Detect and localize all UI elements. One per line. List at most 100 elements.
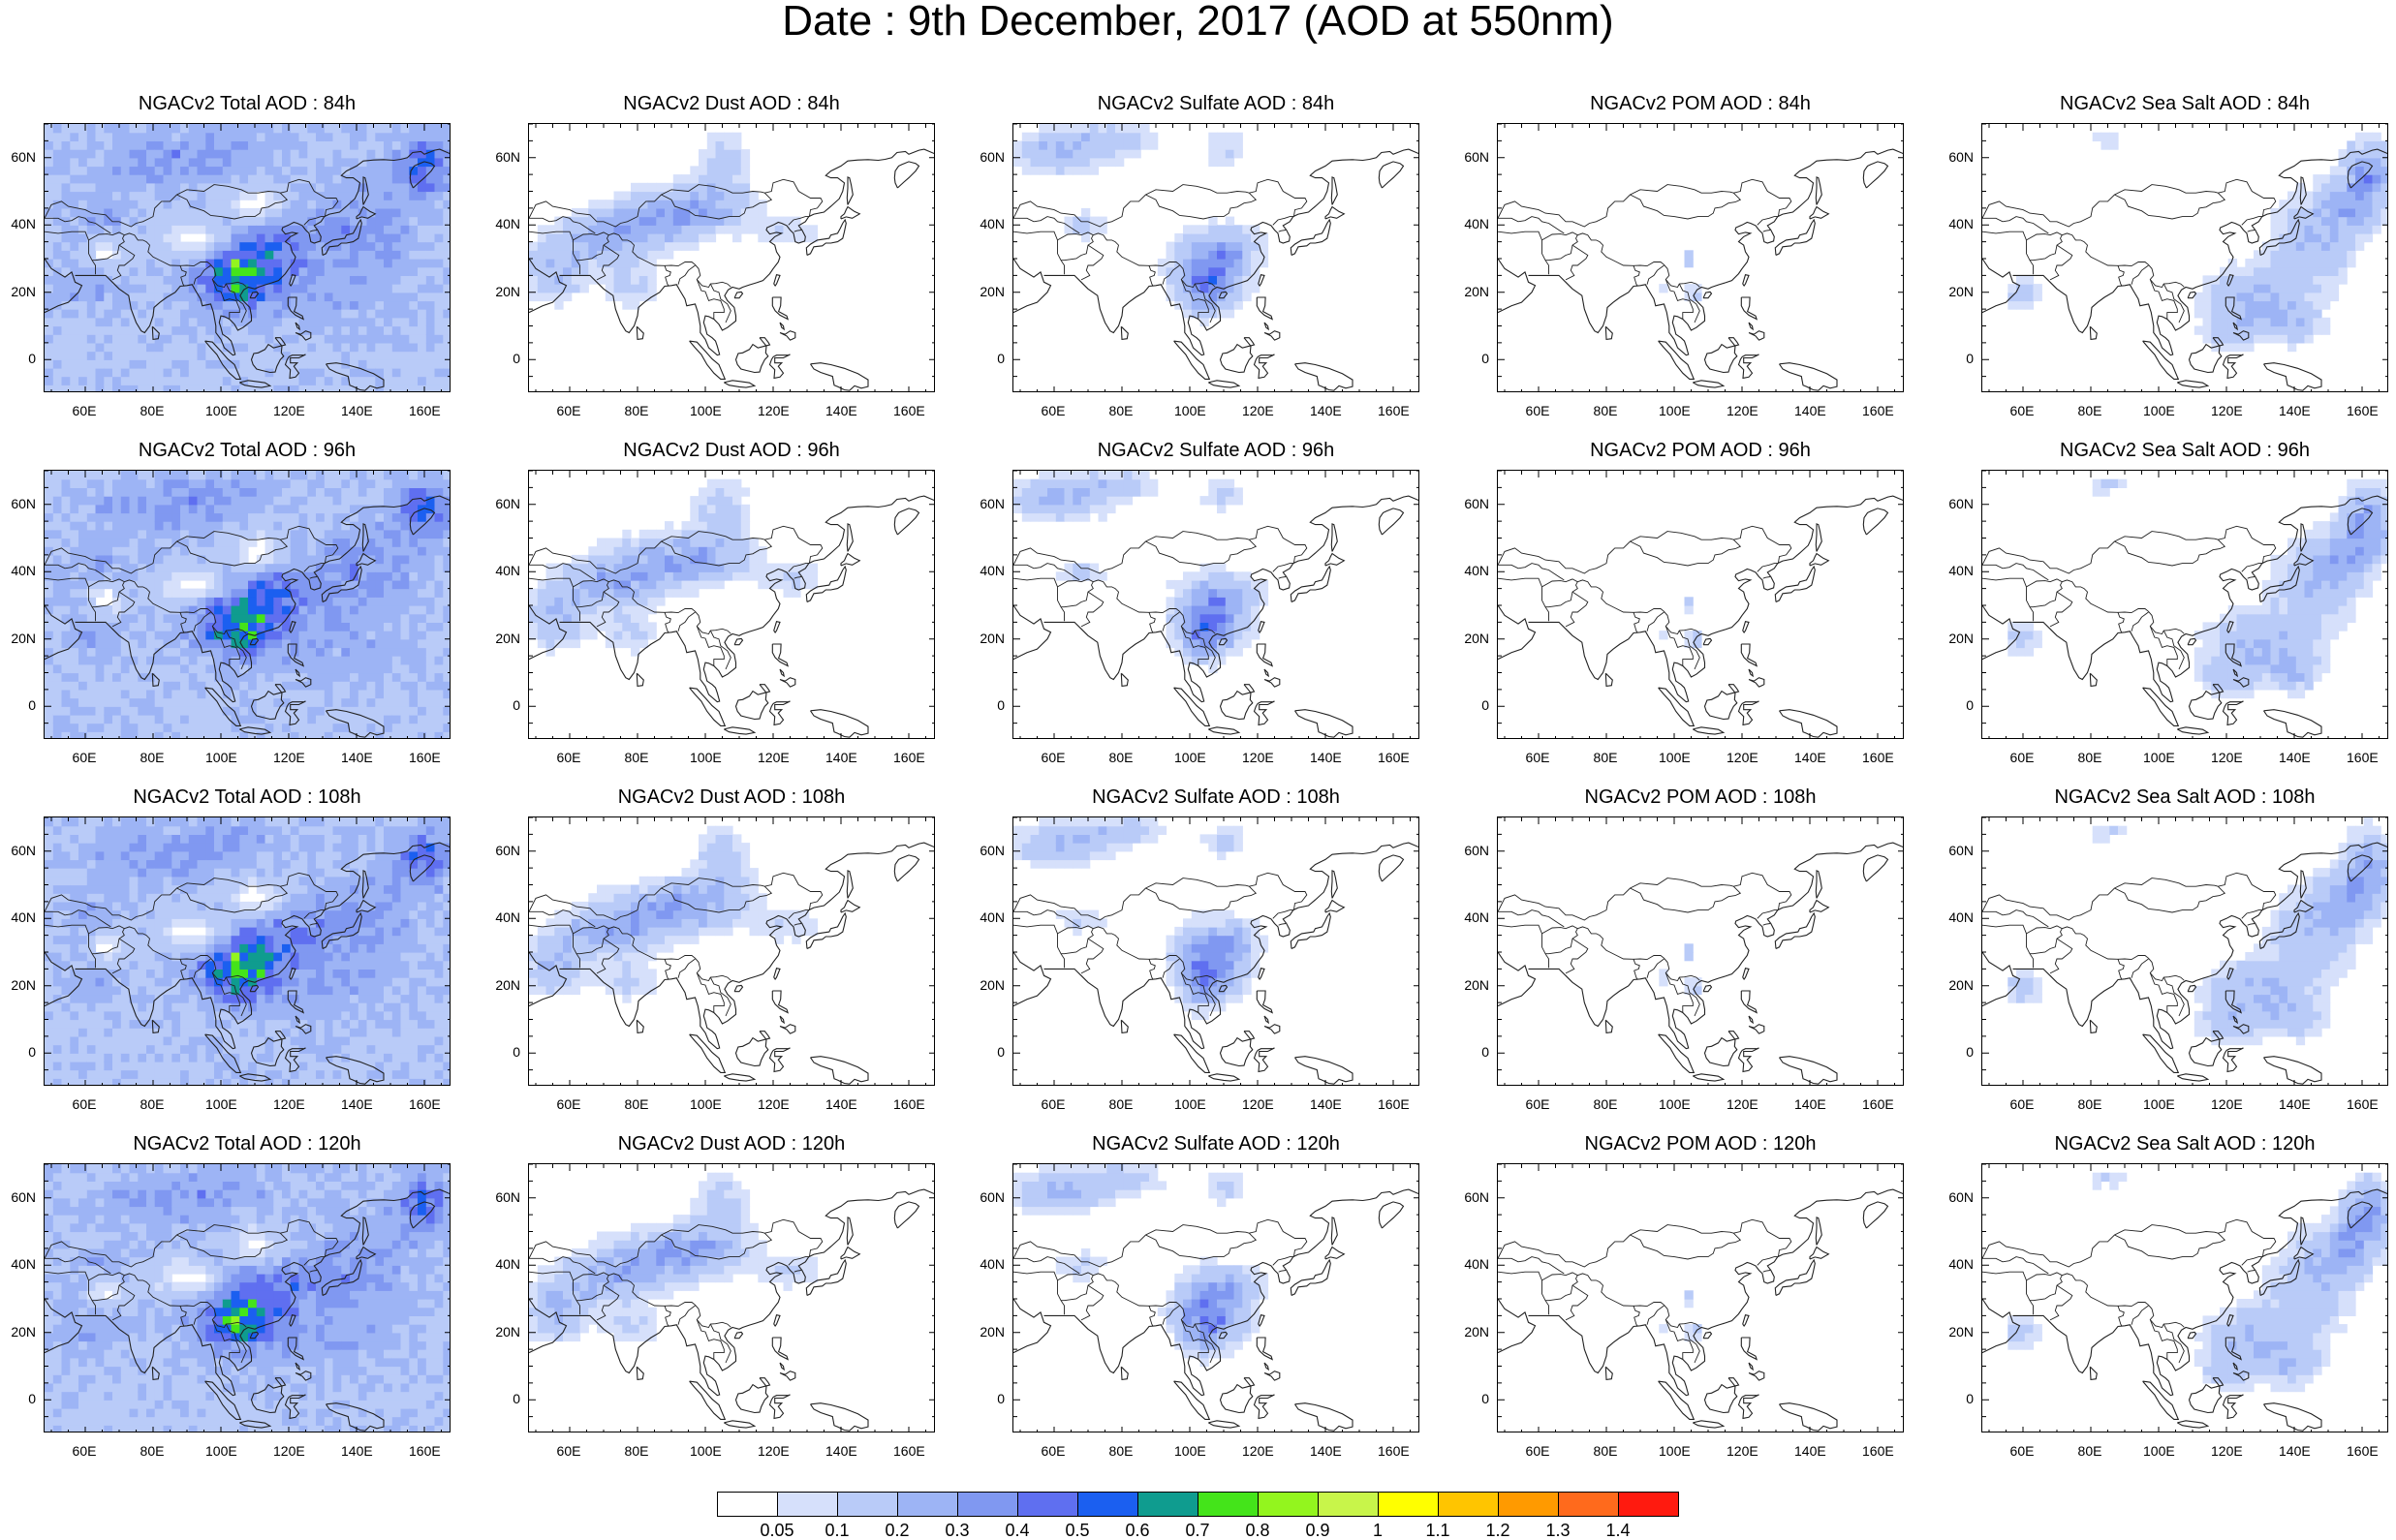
coastline [1863, 162, 1887, 188]
aod-cell [180, 300, 189, 309]
aod-cell [316, 521, 325, 530]
aod-cell [409, 192, 418, 200]
aod-cell [1022, 133, 1031, 141]
aod-cell [325, 275, 333, 284]
aod-cell [350, 200, 358, 208]
aod-cell [375, 200, 384, 208]
aod-cell [741, 225, 750, 233]
aod-cell [2093, 133, 2101, 141]
aod-cell [198, 225, 206, 233]
border-line [2118, 265, 2124, 286]
aod-cell [350, 571, 358, 580]
aod-cell [130, 496, 139, 505]
border-line [1498, 217, 1564, 233]
aod-cell [792, 233, 800, 242]
aod-cell [392, 656, 401, 664]
aod-cell [96, 133, 105, 141]
aod-cell [257, 597, 265, 605]
aod-cell [62, 715, 71, 724]
aod-cell [138, 192, 146, 200]
aod-cell [333, 385, 342, 392]
aod-cell [690, 589, 699, 598]
aod-cell [146, 487, 155, 496]
map-frame [1981, 123, 2388, 392]
aod-cell [112, 605, 121, 614]
aod-cell [724, 140, 732, 149]
aod-cell [146, 580, 155, 589]
aod-cell [112, 512, 121, 521]
aod-cell [333, 505, 342, 513]
aod-cell [171, 605, 180, 614]
aod-cell [78, 664, 87, 673]
aod-cell [70, 208, 78, 217]
aod-cell [198, 564, 206, 572]
aod-cell [1090, 124, 1099, 133]
aod-cell [435, 571, 444, 580]
aod-cell [741, 174, 750, 183]
aod-cell [333, 698, 342, 707]
aod-cell [656, 242, 665, 251]
aod-cell [572, 631, 580, 639]
aod-cell [62, 326, 71, 335]
aod-cell [392, 133, 401, 141]
aod-cell [2220, 343, 2228, 352]
coastline [2143, 341, 2179, 379]
aod-cell [273, 647, 282, 656]
aod-cell [384, 715, 392, 724]
aod-cell [78, 133, 87, 141]
aod-cell [223, 724, 232, 732]
aod-cell [155, 140, 164, 149]
aod-cell [606, 208, 614, 217]
aod-cell [1115, 158, 1124, 167]
aod-cell [2271, 275, 2280, 284]
aod-cell [265, 471, 274, 479]
aod-cell [384, 267, 392, 276]
aod-cell [1031, 166, 1040, 174]
aod-cell [96, 326, 105, 335]
aod-cell [426, 318, 435, 326]
aod-cell [1090, 158, 1099, 167]
aod-cell [538, 259, 546, 267]
aod-cell [164, 192, 172, 200]
aod-cell [2313, 326, 2321, 335]
aod-cell [257, 647, 265, 656]
aod-cell [164, 377, 172, 385]
aod-cell [232, 521, 240, 530]
aod-cell [257, 731, 265, 739]
aod-cell [333, 293, 342, 301]
aod-cell [307, 133, 316, 141]
aod-cell [214, 471, 223, 479]
aod-cell [325, 521, 333, 530]
aod-cell [673, 580, 682, 589]
aod-cell [146, 183, 155, 192]
aod-cell [716, 200, 725, 208]
aod-cell [189, 300, 198, 309]
aod-cell [214, 589, 223, 598]
aod-cell [716, 158, 725, 167]
aod-cell [614, 267, 623, 276]
aod-cell [656, 589, 665, 598]
aod-cell [384, 359, 392, 368]
aod-cell [350, 496, 358, 505]
aod-cell [1106, 149, 1115, 158]
aod-cell [232, 352, 240, 360]
aod-cell [426, 539, 435, 547]
aod-cell [248, 622, 257, 631]
aod-cell [443, 639, 451, 648]
aod-cell [426, 571, 435, 580]
aod-cell [435, 133, 444, 141]
aod-cell [1099, 140, 1107, 149]
aod-cell [716, 555, 725, 564]
aod-cell [350, 690, 358, 698]
aod-cell [214, 580, 223, 589]
border-line [1013, 179, 1307, 227]
aod-cell [392, 539, 401, 547]
aod-cell [341, 597, 350, 605]
aod-cell [316, 352, 325, 360]
aod-cell [223, 250, 232, 259]
aod-cell [45, 698, 53, 707]
aod-cell [232, 133, 240, 141]
aod-cell [189, 149, 198, 158]
aod-cell [299, 158, 308, 167]
aod-cell [384, 133, 392, 141]
